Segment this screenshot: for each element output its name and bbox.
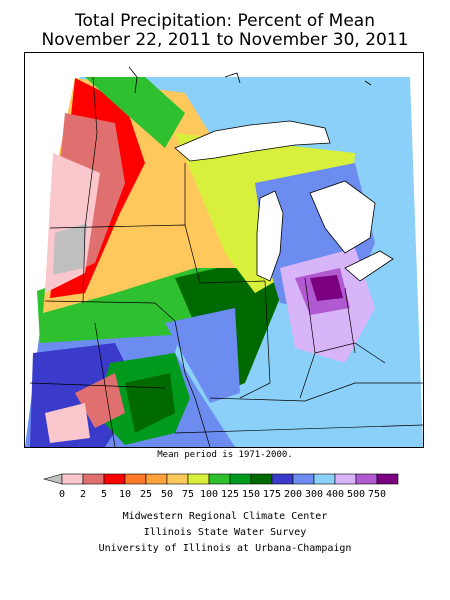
legend-tick-label: 50	[161, 489, 173, 500]
legend-tick-label: 200	[284, 489, 302, 500]
lake-superior	[174, 120, 331, 162]
lake-michigan	[256, 190, 284, 282]
legend-tick-label: 10	[119, 489, 131, 500]
map-region-north-green	[85, 77, 185, 148]
legend-tick-label: 25	[140, 489, 152, 500]
lake-huron	[309, 180, 376, 254]
state-boundaries	[29, 76, 423, 447]
legend-below-zero-arrow	[42, 473, 63, 485]
color-legend: 0 2 5 10 25 50 75 100 125 150 175 200 300 400 500 750	[0, 470, 450, 514]
legend-tick-label: 125	[221, 489, 239, 500]
legend-swatch	[103, 473, 126, 485]
map-region-pink-patch	[45, 403, 90, 443]
map-region-purple-core	[310, 275, 343, 301]
legend-tick-label: 750	[368, 489, 386, 500]
legend-swatch	[334, 473, 357, 485]
legend-tick-label: 2	[80, 489, 86, 500]
legend-swatch	[376, 473, 399, 485]
credit-line-3: University of Illinois at Urbana-Champai…	[98, 543, 352, 554]
credit-line-1: Midwestern Regional Climate Center	[122, 511, 328, 522]
legend-tick-label: 0	[59, 489, 65, 500]
legend-tick-label: 150	[242, 489, 260, 500]
legend-tick-label: 400	[326, 489, 344, 500]
map-region-blue-channel	[165, 308, 240, 403]
legend-tick-label: 5	[101, 489, 107, 500]
map-region-grey-patch	[53, 223, 87, 275]
legend-swatch	[250, 473, 273, 485]
legend-tick-label: 500	[347, 489, 365, 500]
legend-tick-label: 175	[263, 489, 281, 500]
map-region-red-patch	[75, 373, 125, 428]
legend-scale: 0 2 5 10 25 50 75 100 125 150 175 200 300 400 500 750	[42, 473, 399, 500]
legend-swatch	[82, 473, 105, 485]
legend-swatch	[292, 473, 315, 485]
mean-period-note: Mean period is 1971-2000.	[157, 450, 293, 460]
legend-swatch	[145, 473, 168, 485]
legend-tick-label: 300	[305, 489, 323, 500]
legend-swatch	[271, 473, 294, 485]
precipitation-map	[24, 52, 424, 448]
coast-outlines	[128, 66, 372, 94]
legend-tick-label: 75	[182, 489, 194, 500]
legend-swatch	[208, 473, 231, 485]
legend-swatch	[166, 473, 189, 485]
legend-tick-label: 100	[200, 489, 218, 500]
lake-erie	[344, 250, 394, 282]
legend-swatch	[124, 473, 147, 485]
map-title-line-1: Total Precipitation: Percent of Mean	[75, 11, 375, 31]
legend-swatch	[355, 473, 378, 485]
map-title-line-2: November 22, 2011 to November 30, 2011	[41, 30, 409, 50]
legend-swatch	[187, 473, 210, 485]
precipitation-map-canvas	[25, 66, 423, 447]
legend-swatch	[61, 473, 84, 485]
legend-swatch	[229, 473, 252, 485]
credit-line-2: Illinois State Water Survey	[143, 527, 307, 538]
legend-swatch	[313, 473, 336, 485]
